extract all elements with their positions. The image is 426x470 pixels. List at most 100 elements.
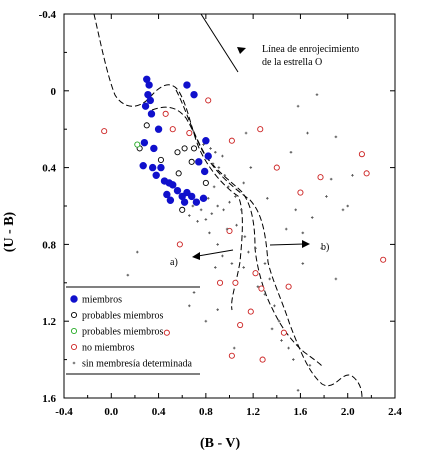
data-point	[134, 141, 141, 148]
data-point	[191, 204, 195, 208]
data-point	[320, 246, 324, 250]
data-point	[188, 214, 191, 217]
data-point	[297, 189, 304, 196]
data-point	[266, 197, 269, 200]
x-tick-label: 2.4	[388, 406, 402, 418]
data-point	[141, 102, 150, 110]
data-point	[148, 163, 157, 172]
data-point	[175, 170, 182, 177]
data-point	[254, 246, 257, 250]
data-point	[199, 208, 203, 212]
data-point	[329, 177, 333, 181]
data-point	[187, 192, 196, 201]
data-point	[183, 188, 191, 197]
data-point	[192, 291, 196, 294]
label-b: b)	[321, 242, 329, 253]
data-point	[341, 208, 345, 212]
data-point	[143, 122, 150, 129]
data-point	[169, 181, 177, 189]
reddening-arrow-icon	[237, 47, 246, 54]
data-point	[263, 262, 267, 265]
intrinsic-curve-inner	[151, 106, 323, 367]
data-point	[247, 250, 250, 254]
data-point	[285, 283, 292, 290]
data-point	[252, 270, 259, 277]
data-point	[154, 125, 163, 133]
data-point	[216, 308, 219, 311]
data-point	[145, 81, 153, 89]
reddening-line-label: Línea de enrojecimiento de la estrella O	[262, 44, 362, 68]
plot-frame	[63, 13, 396, 399]
x-tick-label: 0.8	[199, 406, 213, 418]
data-point	[289, 150, 293, 154]
data-point	[363, 170, 370, 177]
axis-ticks	[63, 13, 396, 399]
data-point	[244, 131, 248, 135]
data-point	[180, 198, 189, 206]
data-point	[247, 308, 254, 315]
data-point	[351, 173, 354, 177]
data-point	[223, 173, 227, 177]
data-point	[209, 147, 212, 150]
arrow-b-head-icon	[302, 240, 310, 248]
data-point	[301, 231, 305, 235]
data-point	[228, 137, 235, 144]
y-tick-label: 0.4	[42, 163, 56, 175]
data-point	[310, 216, 314, 219]
y-tick-label: -0.4	[39, 9, 57, 21]
data-point	[217, 166, 221, 169]
data-point	[188, 158, 195, 165]
legend-label: probables miembros	[82, 311, 163, 322]
data-point	[242, 266, 245, 269]
data-point	[214, 266, 217, 269]
data-point	[204, 319, 208, 323]
data-point	[273, 304, 276, 308]
data-point	[228, 200, 231, 204]
label-a: a)	[170, 257, 178, 268]
data-point	[240, 208, 243, 212]
data-point	[163, 329, 170, 336]
reddening-label-part1: Línea de enrojecimiento	[262, 44, 359, 55]
data-point	[258, 285, 265, 292]
data-point	[205, 97, 212, 104]
y-tick-label: 1.6	[42, 393, 56, 405]
data-point	[152, 171, 160, 179]
data-point	[176, 241, 183, 248]
data-point	[292, 358, 295, 361]
y-tick-label: 0.8	[42, 239, 56, 251]
legend-label: probables miembros	[82, 327, 163, 338]
data-point	[256, 285, 260, 288]
intrinsic-curve-left	[93, 13, 243, 311]
x-tick-label: 0.4	[152, 406, 166, 418]
data-point	[186, 129, 193, 137]
intrinsic-curve-right	[175, 89, 363, 399]
x-tick-label: 0.0	[104, 406, 118, 418]
data-point	[280, 339, 283, 342]
data-point	[358, 151, 365, 158]
legend-label: no miembros	[82, 343, 135, 354]
data-point	[315, 93, 319, 96]
data-point	[157, 156, 164, 163]
legend-marker	[70, 343, 78, 351]
data-point	[287, 346, 290, 350]
data-point	[273, 164, 280, 171]
data-point	[195, 158, 203, 166]
data-point	[228, 352, 235, 359]
data-point	[317, 174, 324, 181]
data-point	[101, 128, 108, 135]
data-point	[284, 227, 288, 231]
data-point	[139, 161, 147, 170]
data-point	[211, 162, 215, 166]
data-point	[334, 277, 338, 281]
arrow-a-head-icon	[192, 252, 200, 260]
data-point	[232, 279, 239, 286]
data-point	[146, 96, 154, 105]
data-point	[230, 262, 234, 265]
data-point	[126, 273, 130, 277]
data-point	[221, 154, 224, 158]
data-point	[216, 204, 219, 208]
legend-marker	[70, 311, 78, 319]
data-point	[202, 137, 210, 145]
data-point	[346, 204, 350, 208]
data-point	[226, 227, 233, 235]
